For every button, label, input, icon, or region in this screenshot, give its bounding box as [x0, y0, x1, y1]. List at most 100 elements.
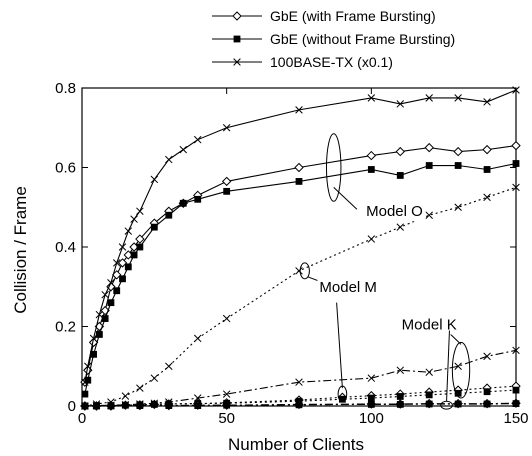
legend-label: GbE (without Frame Bursting) [270, 31, 455, 47]
data-point [454, 362, 462, 371]
data-point [92, 401, 101, 410]
data-point [396, 366, 405, 374]
data-point [135, 234, 145, 244]
annotation-pointer [336, 302, 343, 389]
series-model-k-gbe_noburst [81, 400, 520, 410]
data-point [483, 400, 491, 408]
data-point [366, 150, 377, 161]
data-point [453, 146, 463, 157]
data-point [367, 374, 376, 382]
data-point [425, 391, 433, 399]
data-point [95, 331, 103, 338]
data-point [454, 400, 462, 408]
data-point [454, 389, 462, 397]
data-point [165, 398, 173, 406]
data-point [165, 402, 173, 410]
data-point [295, 178, 303, 185]
data-point [90, 350, 97, 358]
annotation-ellipse [451, 341, 471, 399]
data-point [194, 402, 202, 410]
data-point [425, 94, 433, 102]
data-point [396, 172, 404, 179]
data-point [95, 310, 104, 319]
annotation-pointer [446, 330, 450, 402]
data-point [136, 400, 144, 408]
data-point [101, 290, 109, 299]
data-point [396, 100, 405, 108]
annotation-label-bg [364, 202, 425, 222]
data-point [233, 35, 241, 43]
y-tick-label: 0.4 [55, 239, 76, 256]
data-point [118, 243, 127, 251]
data-point [130, 251, 138, 259]
x-tick-label: 150 [503, 410, 528, 427]
y-tick-label: 0.2 [55, 319, 76, 336]
data-point [396, 401, 404, 408]
data-point [222, 123, 231, 132]
data-point [179, 145, 188, 154]
data-point [150, 399, 159, 407]
data-point [483, 388, 491, 396]
data-point [81, 390, 89, 398]
data-point [367, 166, 375, 173]
series-model-o-fe [81, 86, 520, 386]
data-point [124, 263, 132, 271]
data-point [193, 334, 202, 343]
legend-label: GbE (with Frame Bursting) [270, 8, 436, 24]
annotation [336, 302, 348, 403]
data-point [295, 267, 303, 275]
data-point [425, 211, 433, 219]
annotation: Model O [325, 133, 425, 222]
series-line [84, 403, 517, 407]
y-axis-label: Collision / Frame [11, 186, 30, 314]
legend: GbE (with Frame Bursting) GbE (without Fr… [212, 8, 455, 70]
data-point [121, 392, 130, 400]
data-point [339, 395, 346, 403]
data-point [396, 223, 405, 231]
data-point [84, 362, 92, 371]
annotation [440, 330, 453, 410]
data-point [119, 275, 126, 283]
x-tick-label: 50 [218, 410, 235, 427]
data-point [150, 223, 158, 231]
x-tick-label: 100 [359, 410, 384, 427]
legend-entry: 100BASE-TX (x0.1) [212, 54, 393, 70]
data-point [117, 258, 128, 268]
data-point [193, 394, 202, 402]
data-point [136, 402, 144, 410]
annotation-label-bg [399, 315, 459, 335]
data-point [295, 378, 303, 386]
series-line [84, 186, 517, 407]
data-point [179, 199, 187, 207]
data-point [150, 401, 158, 408]
data-point [483, 352, 491, 361]
data-point [112, 259, 121, 267]
series-line [84, 89, 517, 383]
data-point [89, 334, 98, 343]
data-point [124, 227, 133, 235]
data-point [150, 374, 159, 382]
y-tick-label: 0.8 [55, 80, 76, 97]
series-line [84, 349, 517, 407]
series-model-m-fe [81, 183, 520, 410]
data-point [165, 362, 173, 371]
data-point [483, 193, 491, 202]
data-point [424, 142, 434, 153]
data-point [121, 401, 130, 409]
data-point [425, 162, 433, 169]
data-point [113, 287, 121, 295]
annotation-ellipse [299, 262, 310, 280]
data-point [367, 394, 375, 402]
series-layer [80, 86, 521, 411]
data-point [295, 106, 303, 114]
data-point [165, 155, 173, 164]
y-tick-label: 0 [68, 398, 76, 415]
data-point [84, 376, 92, 384]
data-point [222, 314, 231, 323]
data-point [136, 384, 144, 392]
annotation: Model M [299, 262, 379, 297]
data-point [193, 135, 202, 144]
data-point [150, 175, 159, 184]
data-point [233, 58, 241, 66]
